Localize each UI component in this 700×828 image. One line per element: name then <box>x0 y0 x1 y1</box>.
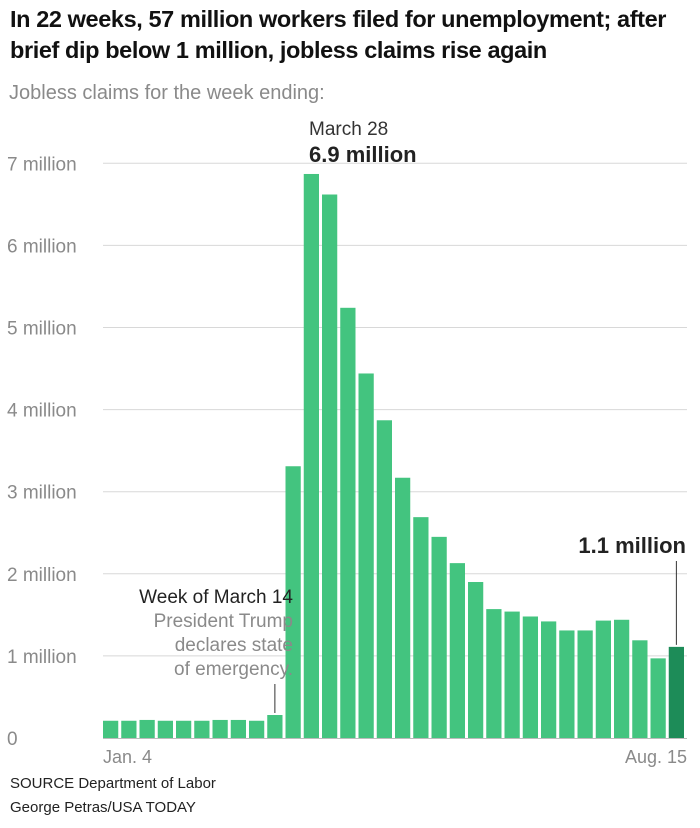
y-tick-label: 2 million <box>7 565 77 586</box>
bar <box>413 517 429 738</box>
bar <box>668 646 684 738</box>
bar <box>358 373 374 738</box>
annotations: March 286.9 million 1.1 million Week of Ma… <box>139 119 686 714</box>
emergency-note-line: declares state <box>175 635 293 656</box>
bar <box>376 420 392 738</box>
bar <box>486 609 502 738</box>
bar <box>285 466 301 738</box>
y-tick-label: 3 million <box>7 483 77 504</box>
y-tick-label: 4 million <box>7 401 77 422</box>
bar <box>176 720 192 738</box>
bar <box>103 720 119 738</box>
y-tick-label: 7 million <box>7 154 77 175</box>
bar <box>632 640 648 738</box>
chart-title: In 22 weeks, 57 million workers filed fo… <box>10 6 666 63</box>
bar <box>121 720 137 738</box>
bar <box>614 619 630 738</box>
bar <box>504 611 520 738</box>
y-tick-label: 6 million <box>7 236 77 257</box>
bar <box>303 173 319 739</box>
bar <box>322 194 338 738</box>
y-tick-label: 5 million <box>7 319 77 340</box>
y-tick-label: 0 <box>7 729 18 750</box>
emergency-week-label: Week of March 14 <box>139 587 293 608</box>
credit-line: George Petras/USA TODAY <box>10 799 196 816</box>
bar <box>249 720 265 738</box>
emergency-note-line: of emergency. <box>174 659 293 680</box>
bar-chart: 0 1 million 2 million 3 million 4 million 5 m… <box>7 119 687 767</box>
bar <box>230 719 246 738</box>
x-tick-label: Aug. 15 <box>625 747 687 767</box>
bar <box>157 720 173 738</box>
bar <box>541 621 557 738</box>
peak-value-label: 6.9 million <box>309 142 417 167</box>
axis-labels: 0 1 million 2 million 3 million 4 million 5 m… <box>7 154 687 767</box>
bar <box>650 658 666 738</box>
peak-date-label: March 28 <box>309 119 388 140</box>
bar <box>194 720 210 738</box>
latest-value-label: 1.1 million <box>578 533 686 558</box>
bar <box>577 630 593 738</box>
bar <box>559 630 575 738</box>
bar <box>468 582 484 738</box>
chart-subtitle: Jobless claims for the week ending: <box>9 82 325 104</box>
bar <box>340 307 356 738</box>
bar <box>431 536 447 739</box>
bar <box>449 563 465 738</box>
bar <box>595 620 611 738</box>
emergency-note-line: President Trump <box>154 611 293 632</box>
bar <box>522 616 538 738</box>
bars <box>103 173 684 739</box>
bar <box>139 719 155 738</box>
source-note: SOURCE Department of Labor <box>10 775 216 792</box>
x-tick-label: Jan. 4 <box>103 747 152 767</box>
y-tick-label: 1 million <box>7 647 77 668</box>
bar <box>212 719 228 738</box>
bar <box>267 715 283 738</box>
bar <box>395 477 411 738</box>
